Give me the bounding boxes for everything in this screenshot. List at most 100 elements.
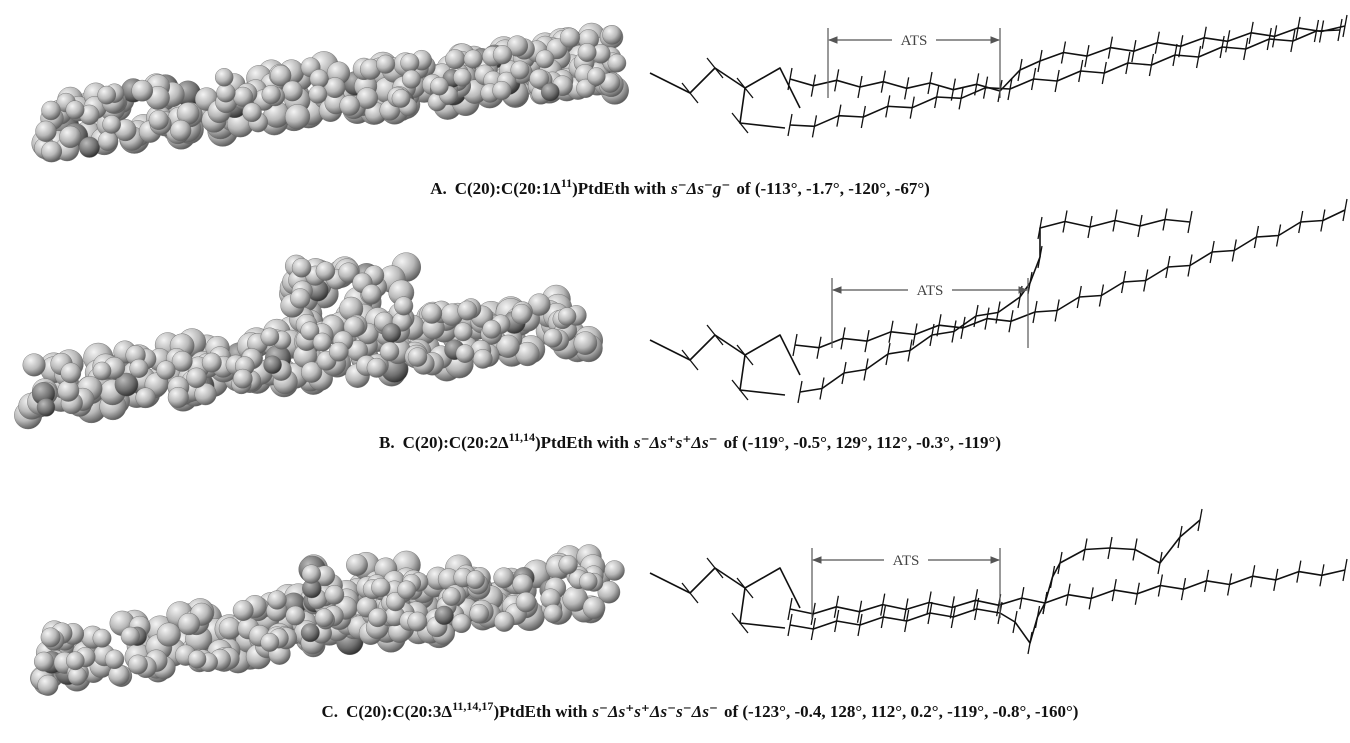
atom	[458, 301, 477, 320]
atom	[397, 581, 415, 599]
atom	[408, 348, 427, 367]
atom	[170, 120, 191, 141]
atom	[188, 650, 206, 668]
atom	[558, 308, 576, 326]
atom	[494, 568, 514, 588]
caption-lipid: C(20):C(20:3Δ	[346, 702, 452, 721]
atom	[130, 359, 149, 378]
atom	[544, 604, 563, 623]
atom	[292, 258, 311, 277]
atom	[79, 137, 100, 158]
atom	[309, 85, 327, 103]
atom	[608, 54, 626, 72]
caption-lipid-end: )PtdEth with	[493, 702, 588, 721]
atom	[430, 77, 448, 95]
atom	[128, 655, 147, 674]
atom	[452, 614, 471, 633]
atom	[157, 623, 181, 647]
caption-angles: of (-119°, -0.5°, 129°, 112°, -0.3°, -11…	[724, 433, 1001, 452]
atom	[315, 609, 333, 627]
atom	[362, 284, 381, 303]
hydrogen-tick	[737, 578, 753, 598]
hydrogen-tick	[737, 345, 753, 365]
atom	[61, 363, 81, 383]
atom	[422, 303, 442, 323]
atom	[466, 570, 484, 588]
atom	[367, 358, 386, 377]
atom	[301, 624, 319, 642]
hydrogen-tick	[682, 583, 698, 603]
atom	[215, 68, 233, 86]
atom	[392, 89, 410, 107]
headgroup	[745, 335, 800, 375]
atom	[264, 356, 282, 374]
hydrogen-tick	[682, 83, 698, 103]
bond-chain	[790, 520, 1200, 643]
atom	[149, 110, 169, 130]
atom	[93, 362, 111, 380]
atom	[493, 45, 512, 64]
atom	[543, 329, 562, 348]
bond-chain	[790, 570, 1345, 614]
bond-chain	[790, 26, 1345, 91]
atom	[583, 597, 605, 619]
atom	[66, 101, 84, 119]
caption-superscript: 11	[561, 176, 572, 190]
atom	[233, 600, 253, 620]
caption-lipid-end: )PtdEth with	[535, 433, 630, 452]
atom	[98, 131, 118, 151]
atom	[560, 28, 580, 48]
atom	[454, 323, 472, 341]
atom	[41, 141, 61, 161]
atom	[346, 554, 367, 575]
atom	[38, 675, 59, 696]
atom	[136, 388, 156, 408]
atom	[103, 115, 121, 133]
caption-label: C.	[322, 702, 339, 721]
atom	[493, 81, 512, 100]
figure-canvas: ATS A.C(20):C(20:1Δ11)PtdEth withs⁻Δs⁻g⁻o…	[0, 0, 1350, 743]
ats-label: ATS	[901, 33, 928, 49]
atom	[268, 591, 287, 610]
caption: B.C(20):C(20:2Δ11,14)PtdEth withs⁻Δs⁺s⁺Δ…	[379, 430, 1001, 452]
atom	[435, 606, 454, 625]
atom	[511, 61, 529, 79]
atom	[587, 68, 605, 86]
atom	[408, 612, 427, 631]
bond-chain	[800, 220, 1190, 393]
atom	[132, 80, 153, 101]
atom	[401, 54, 420, 73]
caption-conformation: s⁻Δs⁺s⁺Δs⁻	[633, 433, 718, 452]
caption-angles: of (-123°, -0.4, 128°, 112°, 0.2°, -119°…	[724, 702, 1079, 721]
caption: C.C(20):C(20:3Δ11,14,17)PtdEth withs⁻Δs⁺…	[322, 699, 1079, 721]
atom	[380, 342, 399, 361]
atom	[121, 627, 140, 646]
hydrogen-tick	[1178, 526, 1182, 548]
atom	[58, 380, 79, 401]
atom	[42, 101, 61, 120]
atom	[233, 369, 252, 388]
atom	[98, 86, 116, 104]
atom	[579, 573, 597, 591]
hydrogen-tick	[707, 558, 723, 578]
hydrogen-tick	[707, 325, 723, 345]
caption-superscript: 11,14	[509, 430, 535, 444]
atom	[290, 289, 310, 309]
caption-superscript: 11,14,17	[452, 699, 493, 713]
atom	[574, 332, 597, 355]
headgroup	[745, 68, 800, 108]
atom	[316, 262, 335, 281]
atom	[605, 561, 625, 581]
atom	[453, 68, 471, 86]
atom	[464, 50, 482, 68]
atom	[105, 650, 124, 669]
atom	[285, 104, 310, 129]
hydrogen-tick	[737, 78, 753, 98]
atom	[41, 628, 60, 647]
caption-lipid: C(20):C(20:1Δ	[455, 179, 561, 198]
atom	[66, 652, 84, 670]
atom	[286, 606, 305, 625]
atom	[157, 361, 176, 380]
